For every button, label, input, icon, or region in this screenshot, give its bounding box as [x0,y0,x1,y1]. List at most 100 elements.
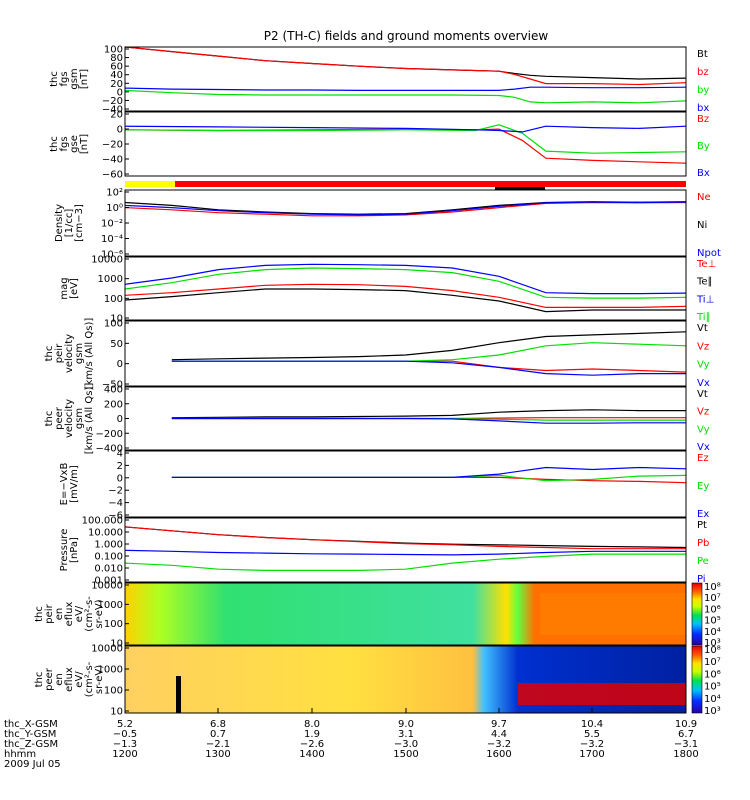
x-tick-label: 6.7 [678,729,694,740]
legend-entry: Te∥ [696,277,713,288]
colorbar-tick-label: 10⁸ [704,645,721,656]
date-label: 2009 Jul 05 [4,759,61,770]
y-tick-label: 100 [104,294,123,305]
y-tick-label: 1000 [98,274,123,285]
series-line-temperature-Te⊥ [124,283,687,308]
x-tick-label: 10.9 [675,719,697,730]
series-line-pressure-Pb [124,526,686,550]
legend-entry: Pt [697,520,707,531]
panel-frame [124,450,687,518]
panel-frame [124,582,687,646]
y-axis-label-line: peer [44,667,55,691]
x-tick-label: 1800 [673,749,698,760]
y-axis-label-line: gsm [74,408,85,429]
panel-frame [124,517,687,583]
legend-entry: By [697,141,710,152]
y-axis-label-line: [km/s (All Qs)] [84,383,95,455]
y-tick-label: 40 [110,70,123,81]
legend-entry: Ne [697,192,711,203]
y-tick-label: 10 [110,639,123,650]
legend-entry: bx [697,103,709,114]
y-axis-label-line: eflux [64,667,75,692]
legend-entry: Vz [697,341,709,352]
panel-pressure: Pt Pb Pe Pi 100.00010.0001.0000.1000.0100.00… [59,516,709,587]
legend-entry: Ex [697,509,709,520]
x-row-label: thc_Z-GSM [4,739,58,750]
y-tick-label: 10.000 [88,528,123,539]
y-axis-label-line: peer [54,406,65,430]
x-tick-label: −3.0 [394,739,418,750]
y-axis-label-line: (cm²-s- [84,596,95,632]
panel-peir_velocity: Vt Vz Vy Vx 100 50 0 −50 thc peir velocity gsm [km/s… [44,318,710,391]
y-tick-label: 10000 [91,255,123,266]
series-line-fgs_gsm-by [124,89,687,104]
y-tick-label: 20 [110,79,123,90]
legend-entry: Te⊥ [696,259,716,270]
x-tick-label: −0.5 [113,729,137,740]
series-line-peer_velocity-Vt [171,409,686,419]
y-tick-label: 10 [110,707,123,718]
legend-entry: Vx [697,378,710,389]
legend-entry: Ni [697,220,707,231]
y-axis-label: thc peir velocity gsm [km/s (All Qs)] [44,318,95,390]
legend-entry: Vy [697,424,710,435]
y-axis-label-line: gsm [74,343,85,364]
y-axis-label-line: Pressure [59,529,70,572]
legend-entry: Vt [697,323,708,334]
y-axis-label-line: eV/ [74,605,85,622]
y-axis-label-line: en [54,673,65,686]
y-axis-label-line: [eV] [69,278,80,299]
x-tick-label: 8.0 [304,719,320,730]
legend-entry: Pe [697,556,709,567]
panel-temperature: Te⊥ Te∥ Ti⊥ Ti∥ 10000 1000 100 10 mag [eV] [59,255,716,325]
y-tick-label: 0 [117,414,123,425]
y-axis-label: mag [eV] [59,277,80,299]
figure-title: P2 (TH-C) fields and ground moments over… [264,29,549,43]
x-tick-label: 5.5 [584,729,600,740]
x-tick-label: −3.2 [580,739,604,750]
y-axis-label-line: [nPa] [69,537,80,563]
x-tick-label: 3.1 [398,729,414,740]
legend-entry: Vt [697,389,708,400]
colorbar-tick-label: 10⁵ [704,616,721,627]
series-line-peir_velocity-Vx [171,360,686,376]
y-tick-label: 10⁰ [106,203,123,214]
y-tick-label: −2 [108,486,123,497]
y-tick-label: −400 [96,444,123,455]
y-axis-label-line: [km/s (All Qs)] [84,318,95,390]
y-tick-label: 2 [117,461,123,472]
legend-entry: Vz [697,407,709,418]
x-tick-label: 6.8 [210,719,226,730]
x-tick-label: 10.4 [581,719,603,730]
spectrogram-band [517,683,686,705]
y-tick-label: 10000 [91,581,123,592]
y-tick-label: 100.000 [82,516,123,527]
x-tick-label: −2.6 [300,739,324,750]
colorbar-tick-label: 10³ [704,706,721,717]
y-axis-label-line: sr-eV) [94,599,105,628]
y-tick-label: −200 [96,429,123,440]
series-line-e_field-Ex [171,466,687,478]
y-tick-label: −40 [102,155,123,166]
series-line-fgs_gsm-bz [124,46,687,86]
y-tick-label: 100 [104,319,123,330]
panel-frame [124,189,687,257]
y-tick-label: 10000 [91,644,123,655]
series-line-density-Npot [124,201,687,216]
y-tick-label: −60 [102,170,123,181]
panel-frame [124,111,687,177]
panel-frame [124,46,687,112]
y-tick-label: 1000 [98,665,123,676]
y-tick-label: 200 [104,399,123,410]
series-line-peir_velocity-Vz [171,360,687,373]
y-axis-label-line: thc [44,411,55,427]
y-tick-label: 1000 [98,600,123,611]
series-line-fgs_gsm-bx [124,86,687,92]
x-row-label: thc_X-GSM [4,719,58,730]
y-tick-label: 50 [110,339,123,350]
x-tick-label: −1.3 [113,739,137,750]
colorbar-tick-label: 10⁴ [704,627,721,638]
y-axis-label: E=−VxB [mV/m] [59,463,80,506]
panel-frame [124,320,687,387]
